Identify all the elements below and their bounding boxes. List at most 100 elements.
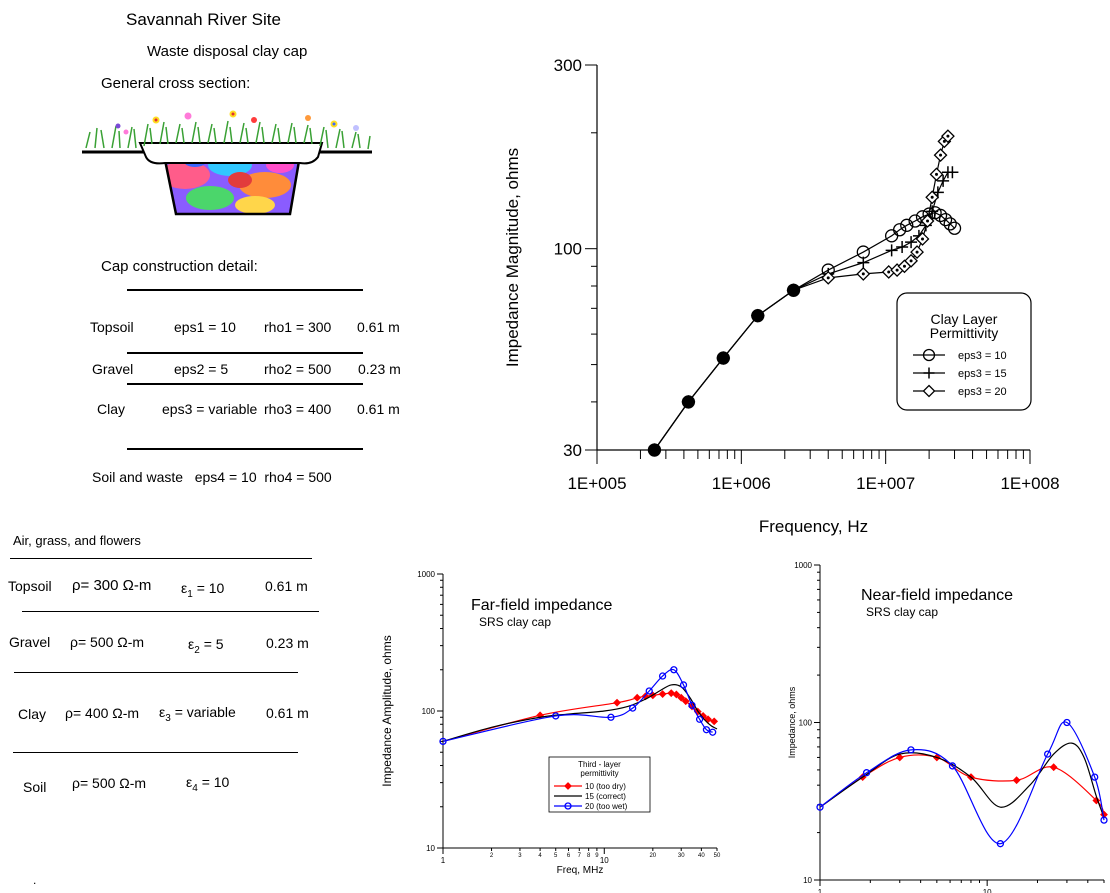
- series-line: [442, 668, 713, 742]
- data-point: [1100, 816, 1108, 824]
- data-point-center: [939, 153, 943, 157]
- y-tick-label: 100: [422, 707, 436, 716]
- y-tick-label: 30: [563, 441, 582, 460]
- data-point-center: [946, 134, 950, 138]
- x-tick-label: 1: [818, 888, 823, 893]
- chart-subtitle: SRS clay cap: [479, 615, 551, 629]
- data-point: [938, 212, 953, 227]
- data-point: [564, 782, 572, 790]
- data-point: [907, 746, 915, 754]
- data-point: [677, 693, 686, 702]
- layer-divider: [10, 558, 312, 559]
- data-point: [672, 690, 681, 699]
- footnote-dot: .: [33, 873, 37, 887]
- layer-rho: ρ= 500 Ω-m: [70, 634, 145, 650]
- data-point-center: [934, 172, 938, 176]
- legend-label: 20 (too wet): [585, 802, 628, 811]
- air-grass-label: Air, grass, and flowers: [13, 533, 141, 548]
- data-point: [1049, 763, 1058, 772]
- data-point: [629, 704, 637, 712]
- data-point: [647, 443, 662, 457]
- data-point: [947, 221, 962, 235]
- x-tick-label: 5: [554, 853, 558, 859]
- series-line: [819, 754, 1105, 815]
- chart-title: Near-field impedance: [861, 587, 1013, 604]
- x-tick-label: 9: [595, 853, 599, 859]
- x-tick-label: 1: [441, 856, 446, 865]
- data-point: [857, 256, 870, 269]
- cap-row-thickness: 0.23 m: [358, 361, 401, 377]
- x-tick-label: 10: [600, 856, 609, 865]
- data-point: [786, 283, 801, 298]
- data-point: [704, 715, 712, 724]
- layer-divider: [14, 672, 298, 673]
- layer-eps: ε1 = 10: [181, 580, 225, 600]
- data-point-center: [915, 250, 919, 254]
- data-point: [923, 367, 935, 379]
- data-point: [681, 394, 696, 409]
- layer-name: Gravel: [9, 634, 51, 650]
- legend-label: eps3 = 10: [958, 350, 1007, 362]
- cap-row-thickness: 0.61 m: [357, 401, 400, 417]
- cap-divider: [127, 289, 363, 291]
- legend-label: eps3 = 20: [958, 386, 1007, 398]
- layer-name: Clay: [18, 706, 47, 722]
- data-point: [933, 208, 948, 223]
- data-point-center: [909, 259, 913, 263]
- data-point: [946, 166, 959, 179]
- cap-row-layer: Topsoil: [90, 319, 134, 335]
- cap-row-thickness: 0.61 m: [357, 319, 400, 335]
- data-point-center: [826, 276, 830, 280]
- y-tick-label: 1000: [794, 561, 812, 570]
- layer-rho: ρ= 400 Ω-m: [65, 705, 140, 721]
- layer-name: Topsoil: [8, 578, 52, 594]
- data-point: [716, 351, 731, 365]
- layer-rho: ρ= 300 Ω-m: [72, 577, 152, 594]
- legend-title: Clay Layer: [931, 311, 998, 327]
- site-subtitle: Waste disposal clay cap: [147, 43, 308, 60]
- layer-rho: ρ= 500 Ω-m: [72, 775, 147, 791]
- x-tick-label: 1E+007: [856, 474, 915, 493]
- data-point: [670, 666, 678, 674]
- x-tick-label: 1E+005: [567, 474, 626, 493]
- data-point: [922, 384, 936, 398]
- data-point: [750, 308, 765, 323]
- layer-eps: ε3 = variable: [159, 704, 236, 724]
- data-point: [439, 737, 447, 746]
- cap-row-eps: eps1 = 10: [174, 319, 236, 335]
- cap-divider: [127, 448, 363, 450]
- layer-thickness: 0.23 m: [266, 635, 309, 651]
- data-point: [688, 701, 696, 709]
- data-point-center: [926, 219, 930, 223]
- x-tick-label: 1E+008: [1000, 474, 1059, 493]
- series-line: [819, 721, 1105, 845]
- data-point: [943, 217, 957, 231]
- x-tick-label: 1E+006: [712, 474, 771, 493]
- x-tick-label: 7: [578, 853, 582, 859]
- legend-title: Permittivity: [930, 325, 998, 341]
- x-tick-label: 40: [698, 853, 705, 859]
- y-tick-label: 10: [426, 844, 435, 853]
- x-tick-label: 50: [714, 853, 721, 859]
- data-point: [709, 728, 717, 736]
- data-point-center: [921, 237, 925, 241]
- data-point: [613, 698, 621, 707]
- cap-row-layer: Gravel: [92, 361, 134, 377]
- data-point: [564, 802, 572, 810]
- x-tick-label: 4: [538, 853, 542, 859]
- legend-label: 10 (too dry): [585, 782, 626, 791]
- data-point: [900, 218, 914, 232]
- data-point: [1063, 718, 1071, 727]
- layer-thickness: 0.61 m: [266, 705, 309, 721]
- cap-bottom-row: Soil and waste eps4 = 10 rho4 = 500: [92, 469, 332, 485]
- chart-subtitle: SRS clay cap: [866, 605, 938, 619]
- x-axis-label: Freq, MHz: [557, 865, 604, 876]
- data-point: [895, 753, 904, 762]
- data-point: [658, 690, 667, 698]
- data-point: [862, 769, 871, 777]
- data-point: [885, 244, 898, 257]
- data-point: [948, 762, 957, 770]
- cap-row-rho: rho2 = 500: [264, 361, 332, 377]
- data-point: [695, 715, 704, 723]
- x-tick-label: 30: [678, 853, 685, 859]
